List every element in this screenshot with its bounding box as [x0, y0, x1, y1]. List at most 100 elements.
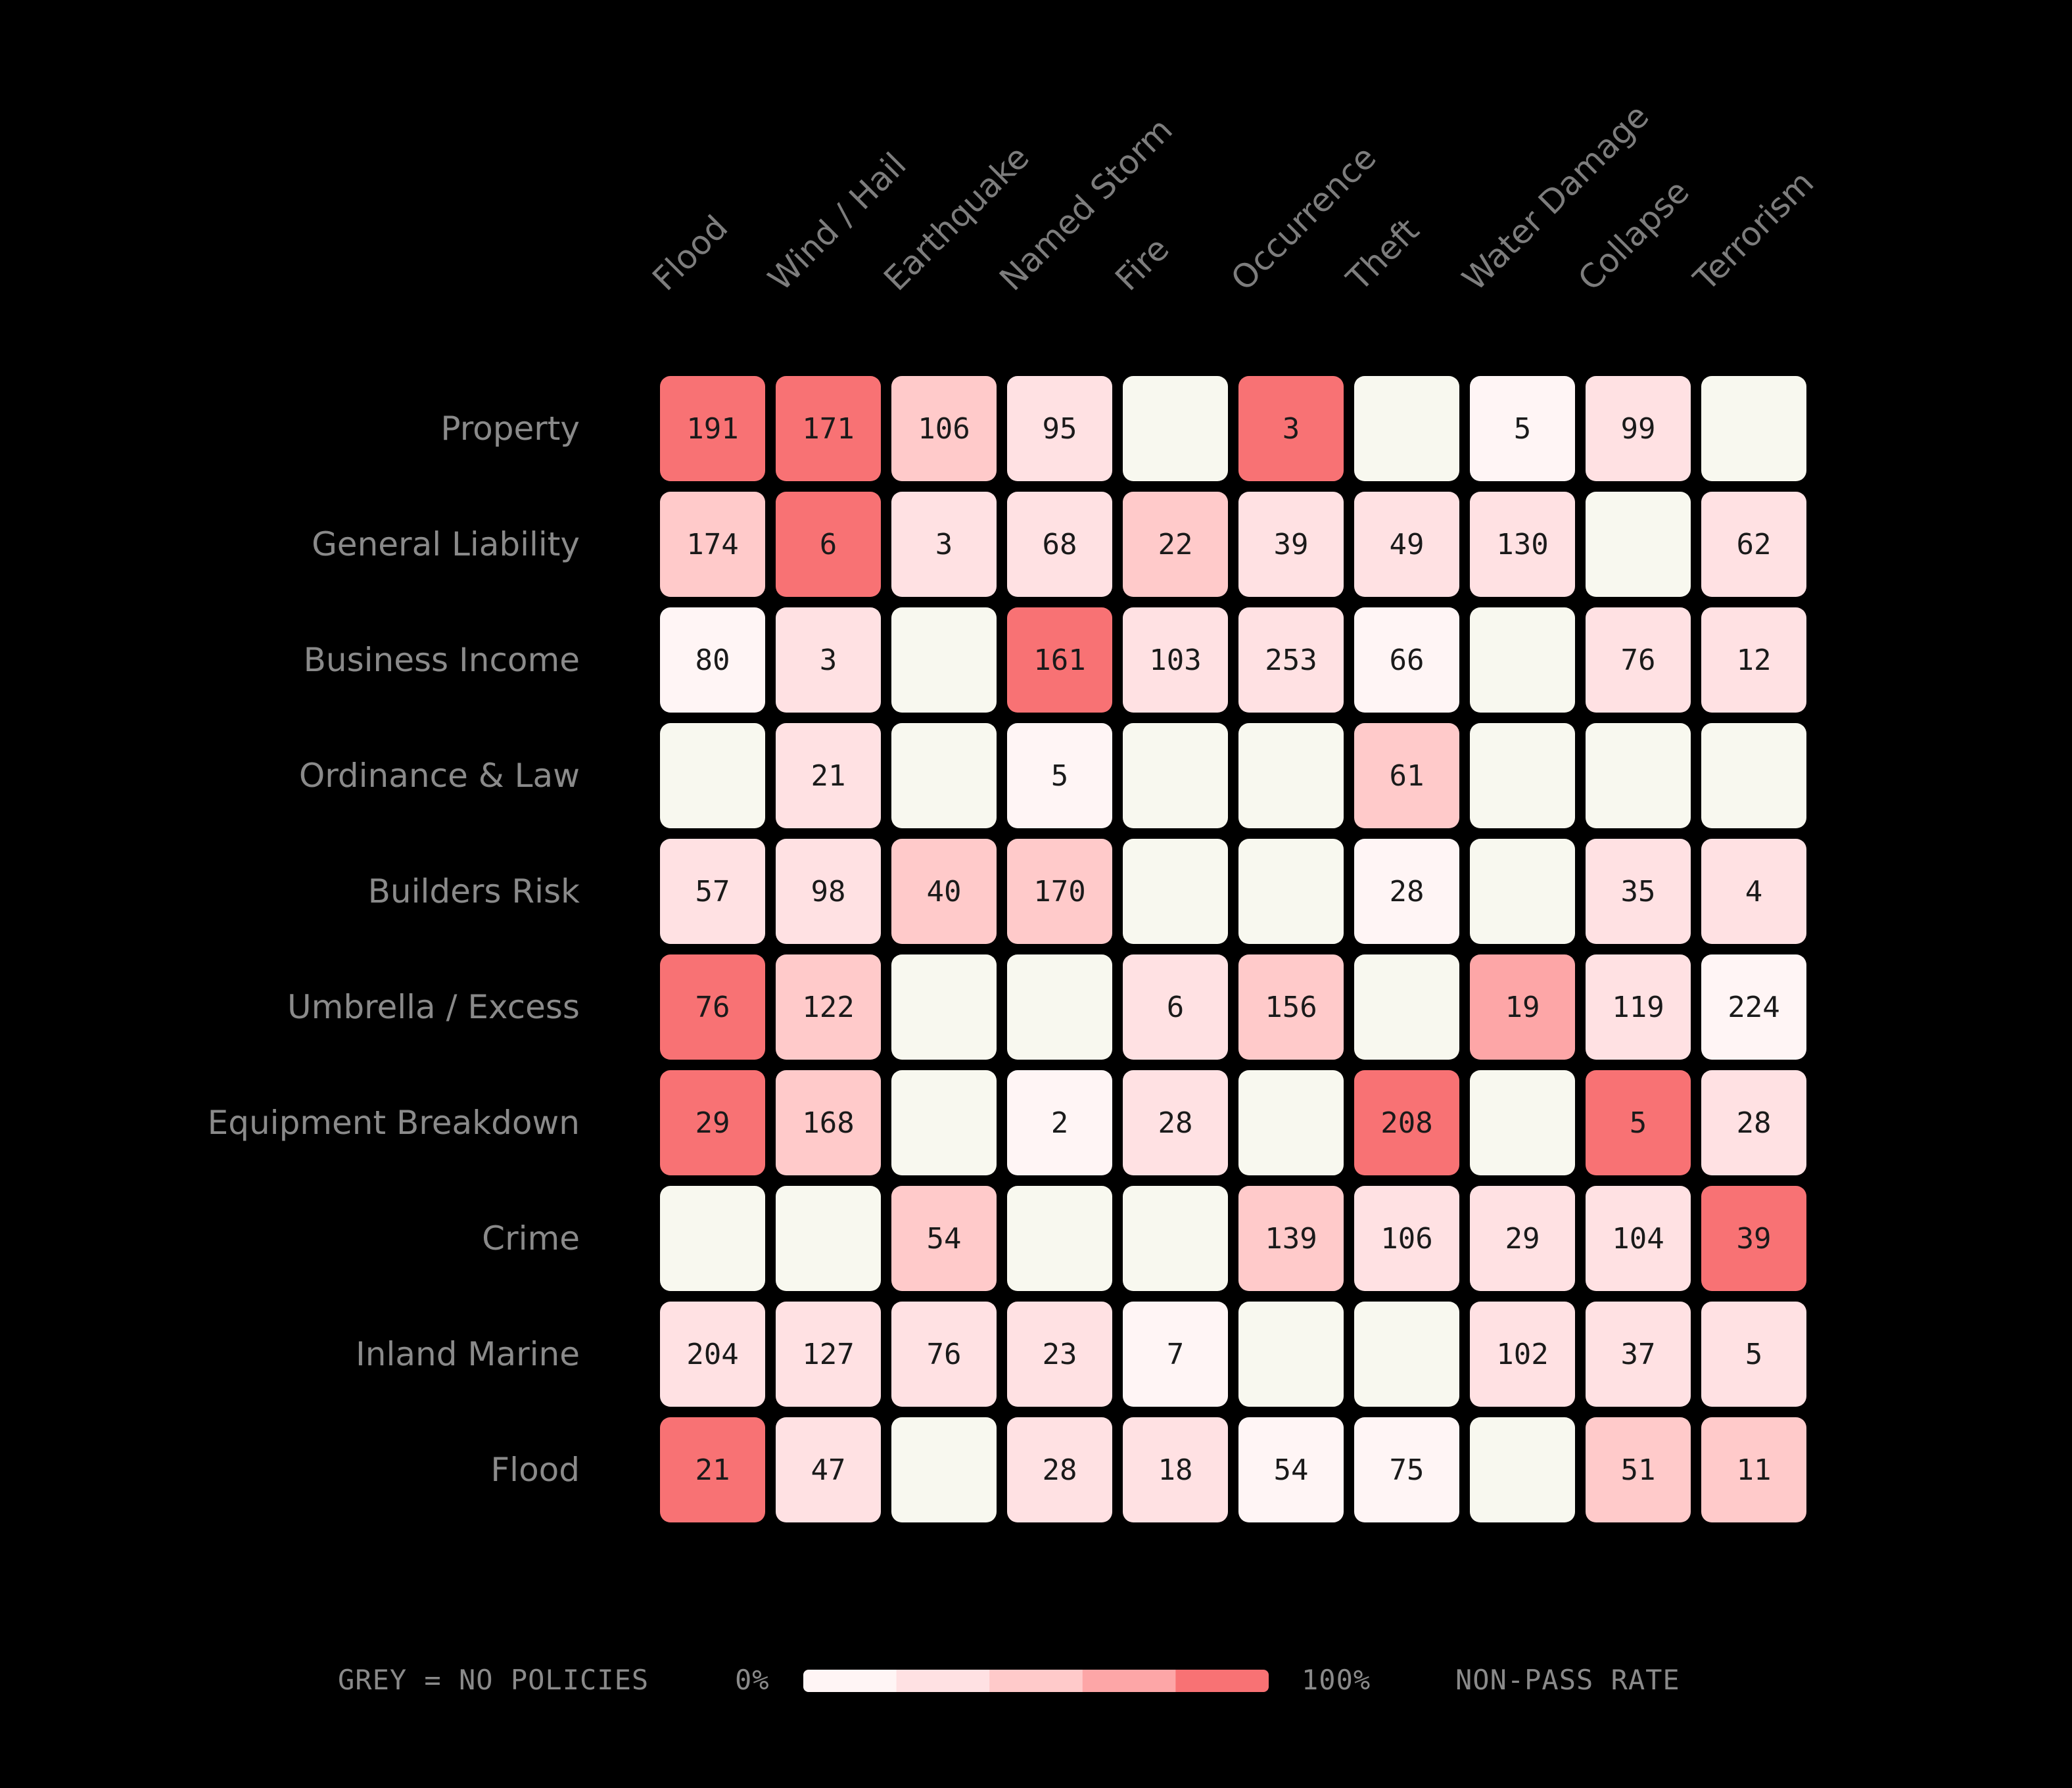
- legend-color-swatch: [1082, 1670, 1176, 1692]
- heatmap-cell: [1238, 723, 1344, 828]
- cell-value-label: 28: [1390, 875, 1424, 908]
- heatmap-cell: [776, 492, 881, 597]
- heatmap-cell: [776, 1186, 881, 1291]
- cell-value-label: 2: [1051, 1106, 1069, 1140]
- column-label-fire: Fire: [1108, 229, 1176, 298]
- cell-value-label: 5: [1051, 759, 1069, 793]
- cell-value-label: 11: [1737, 1453, 1772, 1487]
- cell-value-label: 106: [918, 412, 970, 446]
- cell-value-label: 61: [1390, 759, 1424, 793]
- cell-value-label: 22: [1158, 528, 1193, 561]
- cell-value-label: 75: [1390, 1453, 1424, 1487]
- heatmap-cell: [1007, 839, 1112, 944]
- legend-color-swatch: [803, 1670, 897, 1692]
- heatmap-cell: [776, 1417, 881, 1522]
- row-label-property: Property: [440, 410, 580, 448]
- cell-value-label: 4: [1745, 875, 1763, 908]
- heatmap-cell: [1123, 1186, 1228, 1291]
- heatmap-cell: [776, 723, 881, 828]
- column-label-theft: Theft: [1339, 211, 1426, 298]
- row-label-ordinance-and-law: Ordinance & Law: [299, 757, 580, 795]
- heatmap-cell: [660, 723, 765, 828]
- heatmap-cell: [1354, 492, 1459, 597]
- heatmap-cell: [1123, 839, 1228, 944]
- cell-value-label: 54: [927, 1222, 962, 1256]
- heatmap-cell: [1701, 1417, 1806, 1522]
- cell-value-label: 224: [1728, 991, 1779, 1024]
- cell-value-label: 161: [1033, 644, 1085, 677]
- heatmap-cell: [891, 1186, 997, 1291]
- heatmap-cell: [1586, 1417, 1691, 1522]
- heatmap-cell: [660, 376, 765, 481]
- column-label-terrorism: Terrorism: [1686, 164, 1822, 299]
- column-label-flood: Flood: [645, 208, 735, 298]
- cell-value-label: 208: [1380, 1106, 1432, 1140]
- cell-value-label: 170: [1033, 875, 1085, 908]
- heatmap-cell: [1238, 607, 1344, 713]
- heatmap-cell: [891, 492, 997, 597]
- heatmap-cell: [1238, 954, 1344, 1060]
- heatmap-cell: [1586, 492, 1691, 597]
- cell-value-label: 54: [1274, 1453, 1309, 1487]
- cell-value-label: 21: [695, 1453, 730, 1487]
- heatmap-cell: [1123, 954, 1228, 1060]
- cell-value-label: 5: [1514, 412, 1532, 446]
- heatmap-cell: [891, 1070, 997, 1175]
- heatmap-cell: [1123, 607, 1228, 713]
- cell-value-label: 23: [1043, 1338, 1077, 1371]
- cell-value-label: 3: [820, 644, 837, 677]
- heatmap-cell: [660, 954, 765, 1060]
- heatmap-cell: [1701, 1186, 1806, 1291]
- row-label-inland-marine: Inland Marine: [356, 1335, 580, 1373]
- cell-value-label: 103: [1149, 644, 1201, 677]
- cell-value-label: 28: [1737, 1106, 1772, 1140]
- heatmap-cell: [1701, 607, 1806, 713]
- heatmap-cell: [660, 607, 765, 713]
- row-label-business-income: Business Income: [304, 641, 580, 679]
- heatmap-cell: [660, 1302, 765, 1407]
- cell-value-label: 6: [820, 528, 837, 561]
- heatmap-cell: [891, 954, 997, 1060]
- heatmap-cell: [1701, 492, 1806, 597]
- heatmap-cell: [891, 376, 997, 481]
- cell-value-label: 106: [1380, 1222, 1432, 1256]
- heatmap-cell: [1701, 723, 1806, 828]
- cell-value-label: 171: [802, 412, 854, 446]
- heatmap-cell: [776, 607, 881, 713]
- heatmap-cell: [1470, 954, 1575, 1060]
- heatmap-cell: [1586, 376, 1691, 481]
- heatmap-cell: [660, 1070, 765, 1175]
- cell-value-label: 18: [1158, 1453, 1193, 1487]
- cell-value-label: 57: [695, 875, 730, 908]
- cell-value-label: 47: [811, 1453, 846, 1487]
- heatmap-cell: [1354, 1417, 1459, 1522]
- cell-value-label: 35: [1621, 875, 1656, 908]
- cell-value-label: 122: [802, 991, 854, 1024]
- heatmap-cell: [1123, 1417, 1228, 1522]
- heatmap-cell: [1238, 839, 1344, 944]
- heatmap-cell: [1586, 1302, 1691, 1407]
- heatmap-cell: [1470, 492, 1575, 597]
- row-label-equipment-breakdown: Equipment Breakdown: [208, 1104, 580, 1142]
- heatmap-cell: [1586, 723, 1691, 828]
- cell-value-label: 3: [1283, 412, 1300, 446]
- cell-value-label: 39: [1737, 1222, 1772, 1256]
- heatmap-cell: [1470, 723, 1575, 828]
- legend-color-swatch: [896, 1670, 990, 1692]
- cell-value-label: 19: [1505, 991, 1540, 1024]
- heatmap-cell: [776, 1302, 881, 1407]
- cell-value-label: 130: [1496, 528, 1548, 561]
- heatmap-cell: [1354, 839, 1459, 944]
- heatmap-cell: [776, 954, 881, 1060]
- heatmap-cell: [1470, 1302, 1575, 1407]
- heatmap-cell: [1007, 492, 1112, 597]
- cell-value-label: 76: [1621, 644, 1656, 677]
- cell-value-label: 40: [927, 875, 962, 908]
- cell-value-label: 6: [1167, 991, 1185, 1024]
- cell-value-label: 139: [1265, 1222, 1317, 1256]
- heatmap-cell: [1007, 607, 1112, 713]
- heatmap-cell: [660, 1417, 765, 1522]
- cell-value-label: 21: [811, 759, 846, 793]
- heatmap-cell: [1007, 723, 1112, 828]
